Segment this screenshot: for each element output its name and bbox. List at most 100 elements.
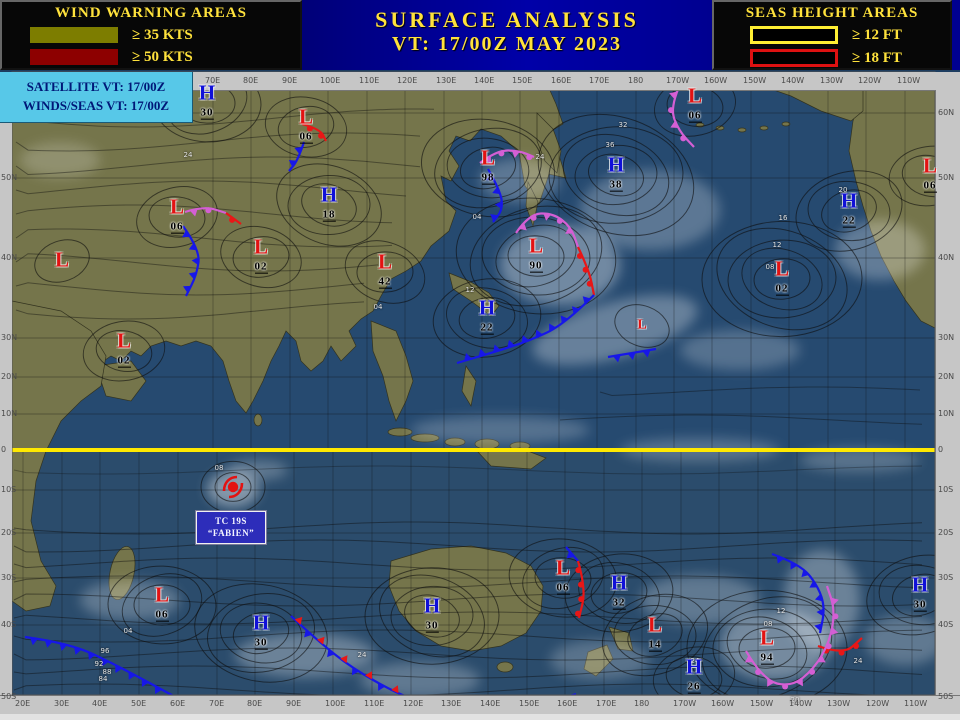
wind-50kt-swatch	[30, 49, 118, 65]
pressure-value: 02	[775, 282, 789, 296]
pressure-high-marker: H 30	[911, 572, 929, 612]
wind-warning-legend: WIND WARNING AREAS ≥ 35 KTS ≥ 50 KTS	[0, 0, 302, 70]
land-srilanka	[253, 413, 263, 427]
seas-height-legend: SEAS HEIGHT AREAS ≥ 12 FT ≥ 18 FT	[712, 0, 952, 70]
pressure-low-marker: L 02	[116, 328, 132, 368]
front-layer	[24, 86, 863, 695]
geo-label: 160E	[551, 76, 572, 85]
isobar-value-label: 08	[765, 263, 775, 271]
geo-label: 10S	[1, 485, 17, 494]
geo-label: 70E	[205, 76, 221, 85]
pressure-letter: L	[759, 625, 775, 650]
geo-label: 30E	[54, 699, 70, 708]
header-spacer	[952, 0, 960, 70]
pressure-low-marker: L 06	[923, 155, 937, 193]
geo-label: 110E	[359, 76, 380, 85]
geo-label: 50N	[1, 173, 18, 182]
geo-label: 160W	[704, 76, 728, 85]
pressure-low-marker: L 02	[254, 236, 268, 274]
isobar-value-label: 04	[123, 627, 133, 635]
pressure-low-marker: L 42	[377, 249, 393, 289]
valid-time-info-box: SATELLITE VT: 17/00Z WINDS/SEAS VT: 17/0…	[0, 72, 193, 123]
pressure-low-marker: L 02	[774, 256, 790, 296]
chart-title: SURFACE ANALYSIS VT: 17/00Z MAY 2023	[302, 0, 712, 70]
geo-label: 10N	[1, 409, 18, 418]
land-se-asia	[370, 320, 414, 422]
geo-label: 0	[938, 445, 944, 454]
seas-18ft-swatch	[750, 49, 838, 67]
geo-label: 110E	[364, 699, 385, 708]
pressure-low-marker: L 06	[299, 106, 313, 144]
pressure-low-marker: L	[55, 249, 69, 270]
tc-fabien-label: TC 19S “FABIEN”	[195, 509, 267, 546]
geo-label: 140W	[789, 699, 813, 708]
land-japan	[448, 272, 500, 317]
geo-label: 20E	[15, 699, 31, 708]
land-africa	[12, 300, 107, 612]
pressure-low-marker: L 94	[759, 625, 775, 665]
geo-label: 80E	[243, 76, 259, 85]
geo-label: 120E	[403, 699, 424, 708]
latitude-strip-right	[935, 90, 960, 695]
geo-label: 130W	[820, 76, 844, 85]
pressure-letter: L	[528, 233, 544, 258]
geo-label: 150W	[743, 76, 767, 85]
pressure-letter: L	[377, 249, 393, 274]
pressure-letter: H	[423, 593, 441, 618]
geo-label: 80E	[247, 699, 263, 708]
geo-label: 170E	[589, 76, 610, 85]
geo-label: 40N	[1, 253, 18, 262]
pressure-value: 14	[648, 638, 662, 652]
geo-label: 50S	[1, 692, 17, 701]
isobar-value-label: 20	[790, 696, 800, 704]
wind-35kt-label: ≥ 35 KTS	[132, 26, 193, 43]
pressure-letter: H	[911, 572, 929, 597]
land-philippines	[461, 365, 477, 407]
pressure-high-marker: H 38	[608, 154, 624, 192]
pressure-value: 06	[155, 608, 169, 622]
pressure-high-marker: H 30	[199, 82, 215, 120]
geo-label: 50E	[131, 699, 147, 708]
geo-label: 20S	[938, 528, 954, 537]
geo-label: 140W	[781, 76, 805, 85]
bottom-margin	[0, 714, 960, 720]
pressure-letter: H	[478, 295, 496, 320]
isobar-value-label: 24	[183, 151, 193, 159]
pressure-letter: L	[647, 612, 663, 637]
pressure-letter: L	[774, 256, 790, 281]
geo-label: 0	[1, 445, 7, 454]
pressure-low-marker: L 06	[688, 85, 702, 123]
geo-label: 140E	[480, 699, 501, 708]
isobar-value-label: 04	[472, 213, 482, 221]
pressure-value: 32	[612, 596, 626, 610]
pressure-letter: L	[116, 328, 132, 353]
geo-label: 130E	[441, 699, 462, 708]
latitude-strip-left	[0, 90, 12, 695]
geo-label: 30N	[1, 333, 18, 342]
geo-label: 160E	[557, 699, 578, 708]
pressure-high-marker: H 32	[611, 572, 627, 610]
geo-label: 130W	[827, 699, 851, 708]
isobar-value-label: 20	[838, 186, 848, 194]
pressure-value: 30	[425, 619, 439, 633]
pressure-value: 06	[688, 109, 702, 123]
geo-label: 100E	[320, 76, 341, 85]
isobar-value-label: 84	[98, 675, 108, 683]
isobar-value-label: 12	[776, 607, 786, 615]
isobar-layer	[13, 72, 935, 695]
geo-label: 40N	[938, 253, 955, 262]
pressure-value: 02	[117, 354, 131, 368]
title-line2: VT: 17/00Z MAY 2023	[391, 33, 623, 55]
geo-label: 50S	[938, 692, 954, 701]
longitude-strip-bottom	[0, 695, 960, 715]
isobar-value-label: 12	[772, 241, 782, 249]
pressure-letter: H	[320, 182, 338, 207]
pressure-low-marker: L 14	[647, 612, 663, 652]
geo-label: 20S	[1, 528, 17, 537]
geo-label: 30S	[938, 573, 954, 582]
geo-label: 30S	[1, 573, 17, 582]
seas-18ft-label: ≥ 18 FT	[852, 49, 902, 66]
isobar-value-label: 36	[605, 141, 615, 149]
geo-label: 150W	[750, 699, 774, 708]
winds-seas-vt: WINDS/SEAS VT: 17/00Z	[22, 98, 170, 113]
